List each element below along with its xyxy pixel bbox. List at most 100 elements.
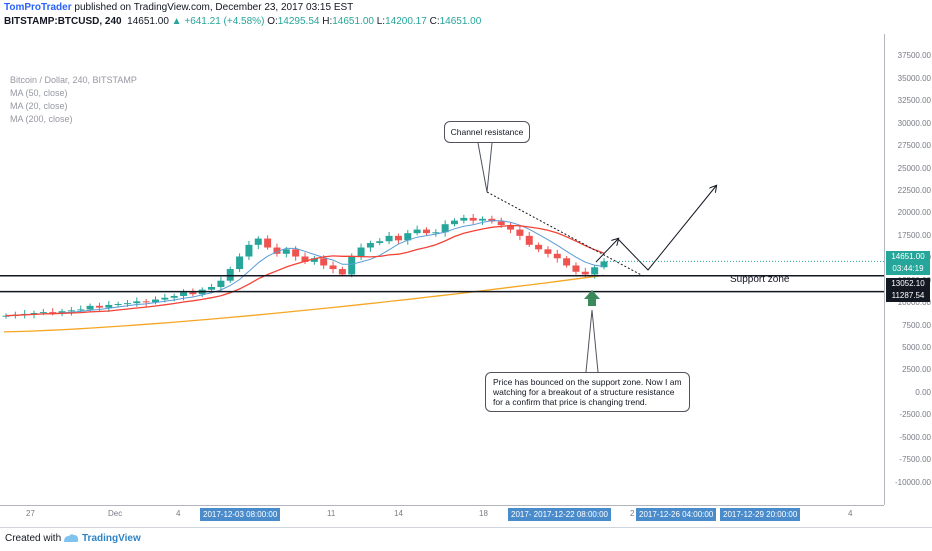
candle-body	[385, 235, 393, 242]
time-label: 11	[327, 509, 336, 518]
countdown-tag: 03:44:19	[886, 263, 930, 275]
time-label: 4	[176, 509, 181, 518]
time-label: 4	[848, 509, 853, 518]
candle-body	[77, 309, 85, 311]
publish-info: TomProTrader published on TradingView.co…	[4, 2, 353, 13]
channel-resistance-callout[interactable]: Channel resistance	[444, 121, 530, 143]
candle-body	[217, 280, 225, 287]
price-change: ▲ +641.21 (+4.58%)	[171, 16, 265, 27]
ohlc-row: BITSTAMP:BTCUSD, 240 14651.00 ▲ +641.21 …	[4, 16, 481, 27]
time-label: 2	[630, 509, 635, 518]
candle-body	[553, 253, 561, 259]
price-tick-label: 20000.00	[897, 208, 931, 218]
price-tick-label: -2500.00	[899, 410, 931, 420]
support-zone-label: Support zone	[730, 274, 790, 285]
legend-ma50[interactable]: MA (50, close)	[10, 88, 68, 98]
open-label: O:	[267, 16, 278, 27]
legend-ma20[interactable]: MA (20, close)	[10, 101, 68, 111]
time-label: 27	[26, 509, 35, 518]
support-upper-tag: 13052.10	[886, 278, 930, 290]
candle-body	[320, 258, 328, 266]
candle-body	[572, 265, 580, 272]
candle-body	[95, 305, 103, 308]
close-value: 14651.00	[439, 16, 482, 27]
candle-body	[525, 235, 533, 245]
note-line-1: Price has bounced on the support zone. N…	[493, 377, 682, 387]
price-chart[interactable]	[0, 34, 884, 505]
candle-body	[58, 311, 66, 313]
price-tick-label: -5000.00	[899, 432, 931, 442]
candle-body	[189, 292, 197, 295]
candle-body	[432, 232, 440, 234]
candle-body	[497, 221, 505, 226]
candle-body	[86, 305, 94, 310]
candle-body	[67, 310, 75, 312]
candle-body	[394, 235, 402, 241]
candle-body	[563, 258, 571, 266]
time-tag-1: 2017-12-03 08:00:00	[200, 508, 281, 521]
price-tick-label: 37500.00	[897, 51, 931, 61]
last-price: 14651.00	[127, 16, 169, 27]
candle-body	[236, 256, 244, 270]
candle-body	[376, 241, 384, 244]
candle-body	[422, 229, 430, 234]
support-lower-tag: 11287.54	[886, 290, 930, 302]
candle-body	[133, 301, 141, 304]
candle-body	[357, 247, 365, 257]
note-line-2: watching for a breakout of a structure r…	[493, 387, 675, 397]
current-price-tag: 14651.00	[886, 251, 930, 263]
price-tick-label: 0.00	[915, 387, 931, 397]
candle-body	[123, 303, 131, 305]
candle-body	[30, 313, 38, 315]
candle-body	[208, 286, 216, 290]
published-text: published on TradingView.com, December 2…	[74, 2, 354, 13]
candle-body	[264, 238, 272, 248]
candle-body	[600, 261, 608, 268]
candle-body	[39, 312, 47, 314]
price-tick-label: 32500.00	[897, 96, 931, 106]
tradingview-logo-icon[interactable]	[62, 532, 80, 544]
time-axis[interactable]: 27 Dec 4 11 14 18 2 4 2017-12-03 08:00:0…	[0, 505, 884, 526]
ma200-line	[3, 274, 605, 333]
candle-body	[310, 258, 318, 262]
candle-body	[591, 267, 599, 275]
chart-plot-area[interactable]: Bitcoin / Dollar, 240, BITSTAMP MA (50, …	[0, 34, 884, 505]
candle-body	[226, 269, 234, 281]
note-callout[interactable]: Price has bounced on the support zone. N…	[485, 372, 690, 412]
bounce-up-arrow-icon	[584, 290, 600, 306]
time-label: 18	[479, 509, 488, 518]
tradingview-brand[interactable]: TradingView	[82, 533, 141, 544]
ma20-line	[5, 220, 605, 317]
candle-body	[170, 295, 178, 298]
candle-body	[479, 218, 487, 221]
chart-legend: Bitcoin / Dollar, 240, BITSTAMP MA (50, …	[10, 74, 137, 126]
time-tag-2: 2017- 2017-12-22 08:00:00	[508, 508, 611, 521]
projection-arrow-large	[617, 186, 716, 271]
price-tick-label: 17500.00	[897, 230, 931, 240]
candle-body	[404, 233, 412, 241]
time-tag-3: 2017-12-26 04:00:00	[636, 508, 717, 521]
candle-body	[516, 229, 524, 236]
candle-body	[142, 301, 150, 303]
candle-body	[469, 217, 477, 221]
price-tick-label: 2500.00	[902, 365, 931, 375]
channel-resistance-text: Channel resistance	[450, 127, 524, 137]
candle-body	[105, 304, 113, 308]
candle-body	[2, 315, 10, 317]
candle-body	[581, 271, 589, 275]
candle-body	[114, 304, 122, 306]
candle-body	[301, 256, 309, 262]
candle-body	[49, 312, 57, 314]
candle-body	[451, 220, 458, 225]
candle-body	[366, 243, 374, 248]
price-tick-label: 27500.00	[897, 141, 931, 151]
high-value: 14651.00	[332, 16, 374, 27]
candle-body	[282, 249, 290, 254]
legend-ma200[interactable]: MA (200, close)	[10, 114, 73, 124]
author-link[interactable]: TomProTrader	[4, 2, 72, 13]
candle-body	[338, 269, 346, 275]
candle-body	[544, 249, 552, 254]
candle-body	[441, 224, 449, 233]
symbol-label: BITSTAMP:BTCUSD, 240	[4, 16, 122, 27]
low-value: 14200.17	[385, 16, 427, 27]
